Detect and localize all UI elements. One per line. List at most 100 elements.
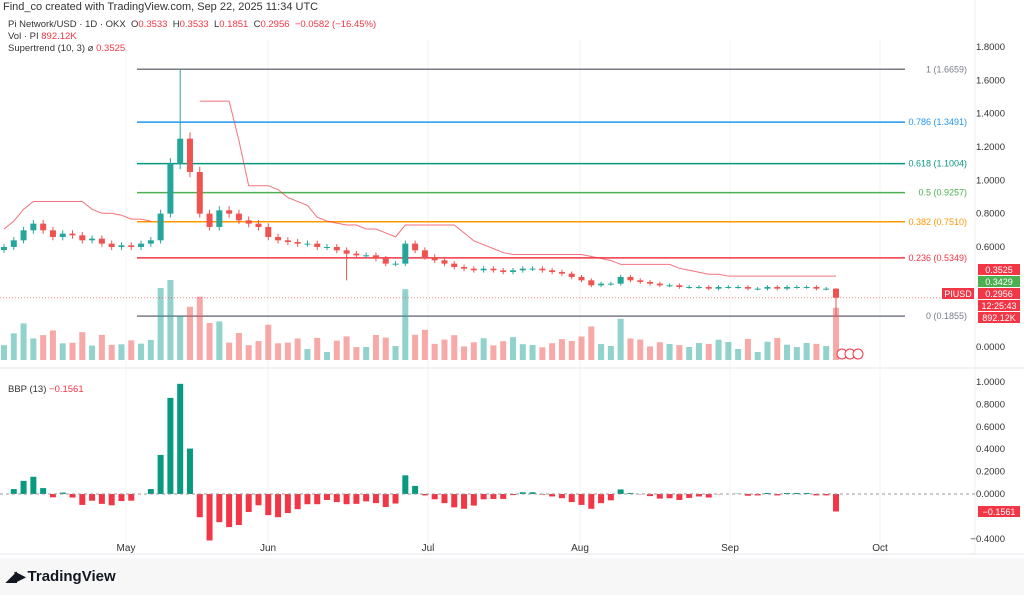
volume-bar — [1, 345, 7, 360]
volume-bar — [598, 344, 605, 360]
bbp-tag — [978, 506, 1020, 517]
supertrend-line — [3, 100, 836, 277]
bbp-y-tick-label: 1.0000 — [976, 377, 1005, 388]
candle-body — [324, 246, 331, 248]
volume-bar — [735, 349, 742, 360]
bbp-bar — [157, 454, 164, 494]
bbp-bar — [89, 494, 96, 501]
price-tag-text: 12:25:43 — [981, 301, 1016, 311]
candle-body — [167, 163, 174, 214]
bbp-bar — [441, 494, 448, 504]
candle-body — [402, 243, 409, 264]
volume-label[interactable]: Vol · PI — [8, 31, 39, 42]
bbp-bar — [196, 494, 203, 518]
volume-bar — [10, 333, 17, 360]
bbp-bar — [167, 397, 174, 494]
bbp-y-tick-label: 0.0000 — [976, 489, 1005, 500]
volume-bar — [509, 337, 516, 360]
volume-bar — [49, 330, 56, 360]
volume-bar — [382, 337, 389, 360]
bbp-bar — [519, 492, 526, 494]
symbol-tag-text: PIUSD — [944, 289, 972, 299]
price-chart[interactable]: May Jun Jul Aug Sep Oct 1.8000 1.6000 1.4000 1.20… — [0, 0, 1024, 560]
bbp-bar — [314, 494, 321, 505]
bbp-bar — [177, 383, 184, 494]
candle-body — [89, 238, 96, 241]
candle-body — [607, 283, 614, 285]
volume-bar — [20, 323, 27, 360]
y-tick-label: 1.4000 — [976, 109, 1005, 120]
volume-bar — [392, 346, 399, 360]
footer-bar — [0, 558, 1024, 595]
y-tick-label: 0.0000 — [976, 342, 1005, 353]
bbp-bar — [598, 494, 605, 504]
supertrend-label[interactable]: Supertrend (10, 3) — [8, 43, 86, 54]
volume-bar — [627, 338, 634, 360]
candle-body — [372, 255, 379, 259]
x-tick-label: May — [117, 543, 136, 554]
bbp-bar — [803, 492, 810, 494]
candle-body — [509, 270, 516, 272]
candle-body — [314, 243, 321, 247]
candle-body — [529, 268, 536, 270]
fib-label: 0.618 (1.1004) — [908, 159, 967, 169]
volume-bar — [695, 343, 702, 360]
bbp-bar — [20, 480, 27, 494]
volume-bar — [676, 345, 683, 360]
fib-label: 0.236 (0.5349) — [908, 253, 967, 263]
candle-body — [539, 268, 546, 271]
volume-bar — [774, 337, 781, 360]
volume-bar — [558, 339, 565, 360]
candle-body — [666, 285, 673, 287]
volume-bar — [324, 352, 331, 360]
candle-body — [784, 286, 791, 289]
symbol-label[interactable]: Pi Network/USD · 1D · OKX — [8, 19, 126, 30]
y-tick-label: 0.8000 — [976, 209, 1005, 220]
volume-bar — [412, 334, 419, 360]
candle-body — [177, 138, 184, 164]
volume-bar — [754, 352, 761, 360]
volume-bar — [490, 345, 497, 360]
bbp-label[interactable]: BBP (13) — [8, 384, 47, 395]
candle-body — [470, 268, 477, 271]
candle-body — [774, 286, 781, 289]
bbp-value: −0.1561 — [49, 384, 84, 395]
close-label: C — [253, 19, 261, 30]
open-label: O — [131, 19, 139, 30]
candle-body — [578, 276, 585, 281]
volume-bar — [353, 347, 360, 360]
price-tag-text: 0.3429 — [985, 277, 1013, 287]
bbp-legend: BBP (13) −0.1561 — [8, 384, 84, 395]
fib-label: 0.382 (0.7510) — [908, 217, 967, 227]
candle-body — [49, 230, 56, 237]
volume-bar — [813, 343, 820, 360]
tv-logo-icon: ◢▶ — [6, 568, 25, 584]
bbp-bar — [216, 494, 223, 523]
candle-body — [549, 270, 556, 272]
tradingview-logo[interactable]: ◢▶ TradingView — [6, 568, 116, 585]
bbp-bar — [774, 494, 781, 496]
candle-body — [147, 240, 154, 244]
candle-body — [764, 286, 771, 289]
open-value: 0.3533 — [138, 19, 168, 30]
bbp-bar — [59, 492, 66, 494]
candle-body — [823, 288, 830, 290]
bbp-bar — [705, 494, 712, 498]
candle-body — [705, 286, 712, 289]
volume-bar — [206, 323, 213, 360]
candle-body — [186, 138, 193, 172]
candle-body — [500, 270, 507, 272]
bbp-bar — [627, 492, 634, 494]
bbp-bar — [294, 494, 301, 510]
candle-body — [813, 286, 820, 289]
bbp-bar — [509, 494, 516, 496]
volume-bar — [157, 288, 164, 360]
bbp-bar — [754, 494, 761, 496]
candle-body — [333, 246, 340, 251]
volume-bar — [725, 342, 732, 360]
bbp-bar — [265, 494, 272, 516]
bbp-bar — [676, 494, 683, 500]
candle-body — [793, 286, 800, 288]
candle-body — [108, 243, 115, 247]
candle-body — [519, 268, 526, 271]
